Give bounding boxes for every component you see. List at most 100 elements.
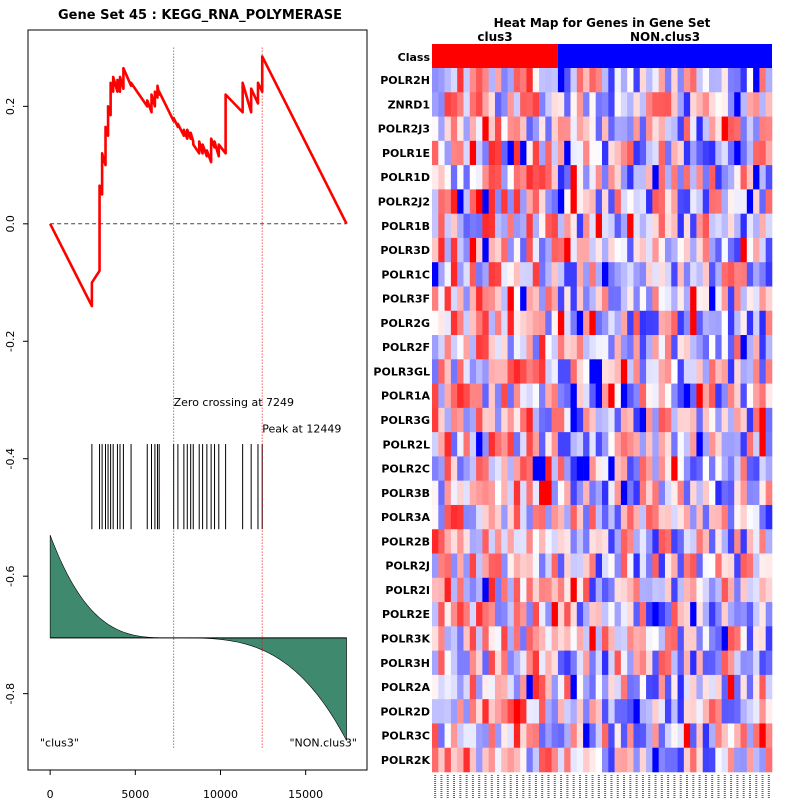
heatmap-cell [627, 602, 634, 627]
heatmap-cell [614, 504, 622, 530]
heatmap-cell [450, 504, 458, 530]
heatmap-cell [664, 92, 672, 117]
heatmap-cell [488, 359, 496, 384]
heatmap-cell [432, 650, 439, 676]
heatmap-cell [532, 237, 540, 263]
heatmap-cell [457, 650, 464, 676]
heatmap-cell [444, 213, 452, 239]
heatmap-cell [696, 237, 704, 263]
heatmap-cell [633, 359, 641, 384]
heatmap-cell [469, 432, 477, 457]
heatmap-cell [627, 213, 634, 239]
heatmap-cell [595, 674, 603, 700]
heatmap-cell [740, 650, 748, 676]
heatmap-cell [432, 504, 439, 530]
heatmap-cell [583, 626, 590, 651]
heatmap-cell [583, 140, 590, 166]
heatmap-cell [551, 480, 559, 506]
heatmap-cell [570, 286, 578, 312]
heatmap-cell [696, 383, 704, 409]
heatmap-cell [620, 286, 628, 312]
heatmap-cell [583, 577, 590, 603]
heatmap-cell [513, 237, 521, 263]
heatmap-cell [438, 529, 445, 554]
heatmap-cell [482, 335, 489, 360]
heatmap-cell [438, 213, 445, 239]
heatmap-cell [469, 407, 477, 433]
heatmap-cell [602, 92, 609, 117]
y-tick-label: 0.2 [4, 98, 17, 116]
class-row-label: Class [398, 51, 431, 64]
heatmap-cell [753, 213, 760, 239]
heatmap-cell [627, 480, 634, 506]
heatmap-cell [545, 529, 552, 554]
heatmap-cell [583, 747, 590, 773]
heatmap-cell [564, 262, 571, 287]
heatmap-cell [646, 747, 653, 773]
heatmap-cell [564, 189, 571, 214]
heatmap-cell [746, 189, 754, 214]
heatmap-cell [501, 480, 508, 506]
heatmap-cell [545, 335, 552, 360]
heatmap-cell [476, 553, 483, 579]
heatmap-cell [539, 92, 546, 117]
heatmap-cell [551, 407, 559, 433]
heatmap-cell [450, 747, 458, 773]
heatmap-row-label: POLR1E [382, 147, 430, 160]
heatmap-cell [702, 213, 710, 239]
heatmap-cell [532, 116, 540, 142]
heatmap-cell [727, 529, 735, 554]
heatmap-cell [721, 335, 729, 360]
heatmap-cell [545, 650, 552, 676]
heatmap-cell [746, 699, 754, 724]
heatmap-cell [696, 359, 704, 384]
heatmap-cell [539, 383, 546, 409]
heatmap-cell [734, 432, 741, 457]
heatmap-cell [690, 237, 697, 263]
heatmap-cell [576, 674, 584, 700]
heatmap-cell [740, 480, 748, 506]
heatmap-cell [608, 650, 615, 676]
heatmap-cell [570, 213, 578, 239]
heatmap-cell [438, 456, 445, 481]
heatmap-cell [677, 383, 685, 409]
heatmap-cell [646, 602, 653, 627]
heatmap-cell [557, 480, 565, 506]
heatmap-cell [702, 699, 710, 724]
heatmap-cell [457, 189, 464, 214]
heatmap-cell [557, 456, 565, 481]
heatmap-cell [671, 237, 678, 263]
heatmap-cell [765, 456, 773, 481]
heatmap-cell [715, 747, 722, 773]
heatmap-cell [450, 92, 458, 117]
heatmap-cell [715, 456, 722, 481]
heatmap-cell [614, 359, 622, 384]
heatmap-cell [727, 504, 735, 530]
heatmap-cell [721, 674, 729, 700]
heatmap-cell [602, 116, 609, 142]
heatmap-cell [476, 189, 483, 214]
heatmap-cell [753, 480, 760, 506]
heatmap-cell [589, 213, 597, 239]
heatmap-cell [646, 310, 653, 336]
heatmap-cell [620, 747, 628, 773]
heatmap-cell [721, 286, 729, 312]
heatmap-cell [702, 577, 710, 603]
heatmap-cell [457, 383, 464, 409]
heatmap-cell [520, 626, 527, 651]
heatmap-cell [727, 699, 735, 724]
heatmap-cell [450, 602, 458, 627]
heatmap-cell [551, 529, 559, 554]
heatmap-cell [583, 68, 590, 93]
heatmap-cell [715, 335, 722, 360]
heatmap-cell [488, 237, 496, 263]
heatmap-cell [551, 723, 559, 749]
heatmap-cell [677, 602, 685, 627]
heatmap-cell [646, 699, 653, 724]
heatmap-cell [683, 674, 691, 700]
heatmap-cell [715, 674, 722, 700]
heatmap-cell [746, 68, 754, 93]
heatmap-cell [463, 699, 471, 724]
heatmap-cell [671, 165, 678, 190]
heatmap-cell [709, 116, 716, 142]
